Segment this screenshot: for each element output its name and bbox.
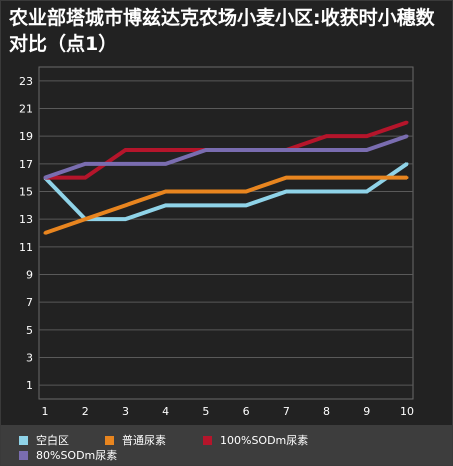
x-tick-label: 9: [363, 405, 370, 418]
data-point: [284, 176, 288, 180]
data-point: [43, 231, 47, 235]
y-tick-label: 11: [19, 241, 33, 254]
x-tick-label: 10: [400, 405, 414, 418]
legend-item: 空白区: [19, 435, 69, 447]
legend-item: 80%SODm尿素: [19, 450, 117, 462]
data-point: [365, 190, 369, 193]
data-point: [405, 120, 409, 124]
legend-swatch: [105, 436, 114, 445]
data-point: [83, 176, 87, 180]
data-point: [244, 203, 248, 207]
legend-swatch: [203, 436, 212, 445]
data-point: [204, 190, 208, 193]
data-point: [405, 162, 409, 166]
data-point: [365, 148, 369, 152]
plot-area: [38, 66, 414, 400]
legend-label: 80%SODm尿素: [36, 449, 118, 462]
x-tick-label: 1: [42, 405, 49, 418]
data-point: [365, 176, 369, 180]
legend-label: 普通尿素: [122, 434, 166, 447]
chart-title: 农业部塔城市博兹达克农场小麦小区:收获时小穗数对比（点1）: [9, 7, 435, 55]
y-tick-label: 13: [19, 213, 33, 226]
legend-label: 100%SODm尿素: [220, 434, 309, 447]
data-point: [405, 176, 409, 180]
x-tick-label: 2: [82, 405, 89, 418]
x-tick-label: 7: [283, 405, 290, 418]
y-tick-label: 7: [26, 296, 33, 309]
legend-swatch: [19, 451, 28, 460]
series-line-1: [43, 162, 409, 222]
data-point: [244, 190, 248, 193]
data-point: [244, 148, 248, 152]
data-point: [204, 148, 208, 152]
data-point: [164, 148, 168, 152]
data-point: [123, 148, 127, 152]
legend-item: 普通尿素: [105, 435, 166, 447]
data-point: [365, 134, 369, 138]
x-tick-label: 6: [243, 405, 250, 418]
legend-swatch: [19, 436, 28, 445]
x-tick-label: 4: [162, 405, 169, 418]
y-tick-label: 17: [19, 158, 33, 171]
data-point: [123, 162, 127, 166]
legend-item: 100%SODm尿素: [203, 435, 308, 447]
data-point: [83, 162, 87, 166]
y-tick-label: 21: [19, 103, 33, 116]
x-tick-label: 8: [323, 405, 330, 418]
y-tick-label: 5: [26, 324, 33, 337]
data-point: [405, 134, 409, 138]
data-point: [83, 217, 87, 221]
data-point: [325, 134, 329, 138]
x-tick-label: 3: [122, 405, 129, 418]
y-tick-label: 15: [19, 186, 33, 199]
data-point: [164, 203, 168, 207]
data-point: [284, 190, 288, 193]
y-tick-label: 19: [19, 130, 33, 143]
series-line-4: [44, 134, 408, 180]
data-point: [123, 203, 127, 207]
data-point: [164, 190, 168, 193]
data-point: [164, 162, 168, 166]
series-line-2: [44, 175, 407, 235]
data-point: [204, 203, 208, 207]
data-point: [123, 217, 127, 221]
data-point: [325, 148, 329, 152]
y-tick-label: 9: [26, 269, 33, 282]
y-tick-label: 1: [26, 379, 33, 392]
y-tick-label: 3: [26, 352, 33, 365]
y-tick-label: 23: [19, 75, 33, 88]
data-point: [284, 148, 288, 152]
x-tick-label: 5: [202, 405, 209, 418]
data-point: [325, 176, 329, 180]
chart-legend: 空白区 普通尿素 100%SODm尿素 80%SODm尿素: [1, 425, 452, 465]
data-point: [43, 176, 47, 180]
data-point: [325, 190, 329, 193]
legend-label: 空白区: [36, 434, 69, 447]
